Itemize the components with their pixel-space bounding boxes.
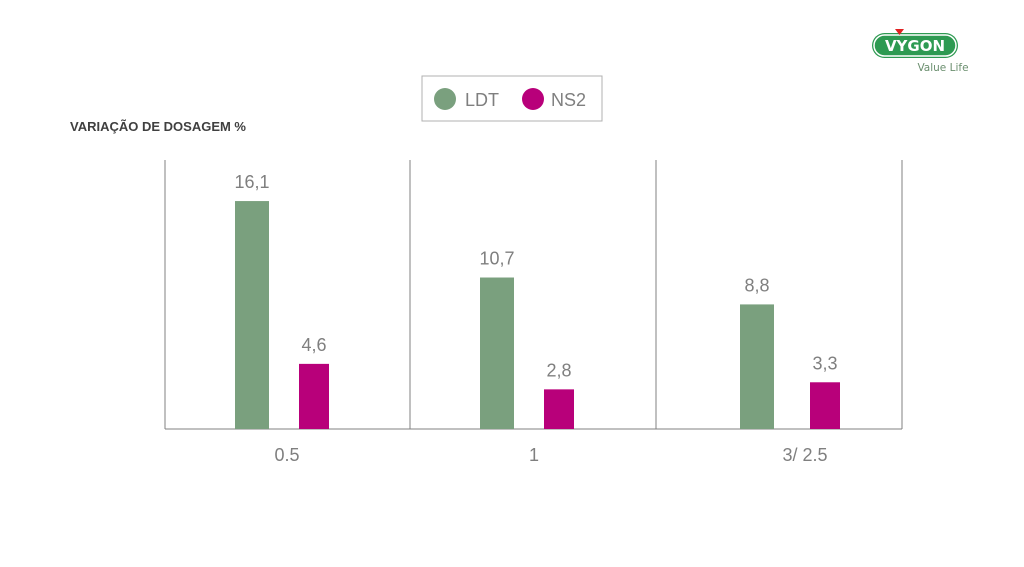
x-tick-labels: 0.5 1 3/ 2.5 xyxy=(274,445,827,465)
data-label-ldt-1: 16,1 xyxy=(234,172,269,192)
x-tick-label: 1 xyxy=(529,445,539,465)
legend-label-ns2: NS2 xyxy=(551,90,586,110)
legend-swatch-ldt xyxy=(434,88,456,110)
legend: LDT NS2 xyxy=(421,75,603,122)
bar-ldt-3 xyxy=(740,304,774,429)
logo-text: VYGON xyxy=(885,37,945,55)
data-label-ns2-3: 3,3 xyxy=(812,353,837,373)
bar-ns2-1 xyxy=(299,363,329,429)
logo-mark-icon xyxy=(895,29,904,35)
data-label-ns2-1: 4,6 xyxy=(301,335,326,355)
data-label-ns2-2: 2,8 xyxy=(546,360,571,380)
legend-swatch-ns2 xyxy=(522,88,544,110)
vygon-logo: VYGON Value Life xyxy=(872,29,969,74)
logo-badge xyxy=(872,33,958,58)
legend-box xyxy=(421,75,603,122)
bar-ns2-2 xyxy=(544,389,574,429)
legend-label-ldt: LDT xyxy=(465,90,499,110)
data-label-ldt-3: 8,8 xyxy=(744,275,769,295)
bars-group: 16,1 10,7 8,8 4,6 2,8 3,3 xyxy=(234,172,840,429)
bar-ldt-2 xyxy=(480,277,514,429)
x-tick-label: 0.5 xyxy=(274,445,299,465)
logo-tagline: Value Life xyxy=(917,62,968,74)
data-label-ldt-2: 10,7 xyxy=(479,249,514,269)
chart-title: VARIAÇÃO DE DOSAGEM % xyxy=(70,119,246,134)
bar-ns2-3 xyxy=(810,382,840,429)
x-tick-label: 3/ 2.5 xyxy=(782,445,827,465)
bar-ldt-1 xyxy=(235,201,269,429)
plot-frame xyxy=(164,160,903,430)
